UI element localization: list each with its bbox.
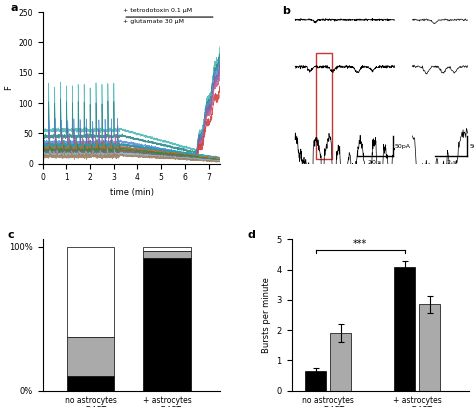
Text: 50pA: 50pA [394, 144, 410, 149]
Text: 2 s: 2 s [447, 160, 456, 164]
Y-axis label: Bursts per minute: Bursts per minute [262, 277, 271, 353]
Text: 50pA: 50pA [469, 144, 474, 149]
Bar [143, 247, 191, 251]
X-axis label: time (min): time (min) [109, 188, 154, 197]
Bar [66, 337, 114, 376]
Bar [143, 258, 191, 391]
Text: + glutamate 30 μM: + glutamate 30 μM [123, 19, 184, 24]
Bar [66, 247, 114, 337]
Bar [330, 333, 351, 391]
Legend: sPSC bursting
frequency, calcium oscillation
frequency: sPSC bursting frequency, calcium oscilla… [268, 406, 400, 407]
Y-axis label: F: F [4, 85, 13, 90]
Bar [143, 251, 191, 258]
Text: 20 s: 20 s [368, 160, 382, 164]
Bar [305, 371, 326, 391]
Bar [66, 376, 114, 391]
Bar [394, 267, 415, 391]
Text: d: d [247, 230, 255, 240]
Text: a: a [10, 3, 18, 13]
Text: + tetrodotoxin 0.1 μM: + tetrodotoxin 0.1 μM [123, 9, 192, 13]
Text: ***: *** [353, 239, 367, 249]
Bar [419, 304, 440, 391]
Bar [316, 53, 332, 159]
Text: b: b [283, 6, 291, 16]
Text: c: c [7, 230, 14, 240]
